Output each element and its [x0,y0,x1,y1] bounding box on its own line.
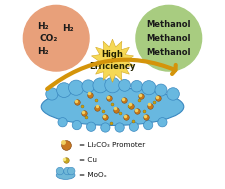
Circle shape [105,77,120,93]
Ellipse shape [41,88,184,125]
Text: Methanol
Methanol
Methanol: Methanol Methanol Methanol [146,20,191,57]
Text: CO₂: CO₂ [40,34,58,43]
Text: H₂: H₂ [62,24,73,33]
Circle shape [144,120,153,130]
Ellipse shape [56,171,75,179]
Circle shape [56,167,64,175]
Circle shape [115,123,124,132]
Circle shape [86,122,96,131]
Text: High
Efficiency: High Efficiency [89,50,136,71]
Circle shape [101,123,110,132]
Text: = Li₂CO₃ Promoter: = Li₂CO₃ Promoter [79,142,145,148]
Circle shape [129,122,139,131]
Polygon shape [92,39,133,82]
Circle shape [131,81,142,92]
Circle shape [64,167,71,175]
Circle shape [158,118,167,127]
Circle shape [68,167,75,175]
Circle shape [46,88,58,100]
Circle shape [136,5,202,71]
Circle shape [93,78,108,93]
Circle shape [69,80,84,95]
Circle shape [82,80,94,93]
Text: H₂: H₂ [37,22,49,31]
Circle shape [58,118,67,127]
Circle shape [72,120,81,130]
Circle shape [119,79,130,91]
Circle shape [155,84,167,96]
Text: = Cu: = Cu [79,157,97,163]
Circle shape [23,5,89,71]
Circle shape [57,83,71,98]
Text: H₂: H₂ [37,47,49,56]
Circle shape [142,81,156,95]
Text: = MoOₓ: = MoOₓ [79,172,107,178]
Circle shape [167,88,179,100]
